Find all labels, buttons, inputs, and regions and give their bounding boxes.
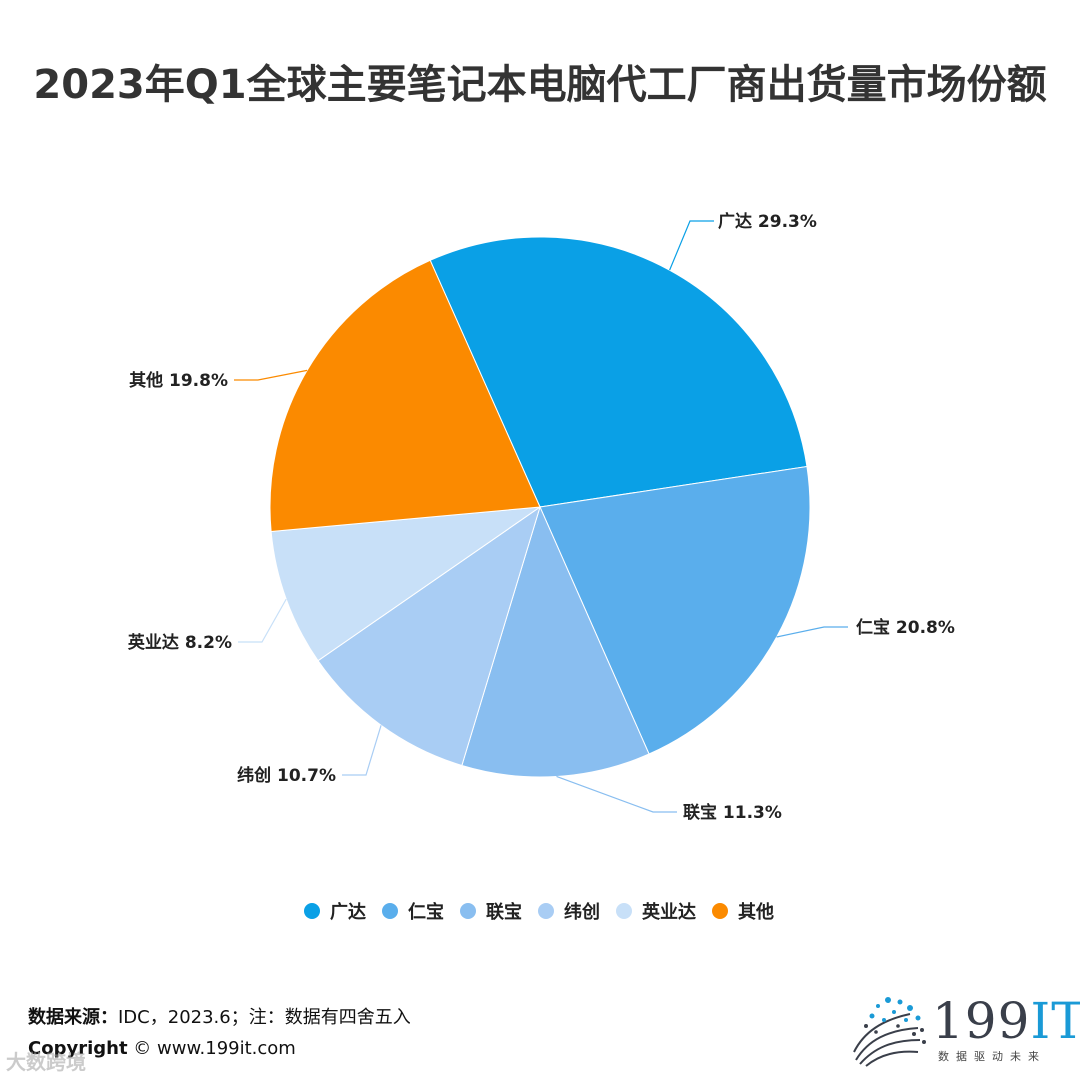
pie-leader-lines — [234, 220, 848, 813]
pie-slice-其他[interactable] — [269, 259, 541, 533]
legend-swatch — [538, 903, 554, 919]
legend-swatch — [460, 903, 476, 919]
source-text: IDC，2023.6；注：数据有四舍五入 — [118, 1007, 411, 1028]
legend-item-仁宝[interactable]: 仁宝 — [382, 898, 444, 924]
legend-item-纬创[interactable]: 纬创 — [538, 898, 600, 924]
legend-label: 英业达 — [642, 902, 696, 923]
chart-legend: 广达 仁宝 联宝 纬创 英业达 其他 — [0, 898, 1080, 924]
dotted-sphere-logo-icon — [853, 997, 926, 1067]
footer-source: 数据来源：IDC，2023.6；注：数据有四舍五入 — [28, 1003, 411, 1029]
leader-line-纬创 — [342, 725, 382, 776]
legend-label: 纬创 — [564, 902, 600, 923]
source-label: 数据来源： — [28, 1007, 118, 1028]
legend-swatch — [304, 903, 320, 919]
legend-item-联宝[interactable]: 联宝 — [460, 898, 522, 924]
copyright-symbol: © — [133, 1038, 152, 1059]
legend-label: 联宝 — [486, 902, 522, 923]
legend-swatch — [616, 903, 632, 919]
leader-line-其他 — [234, 369, 308, 381]
footer-copyright: Copyright © www.199it.com — [28, 1038, 296, 1059]
pie-labels: 广达 29.3% 仁宝 20.8% 联宝 11.3% 纬创 10.7% 英业达 8.2%… — [128, 211, 955, 823]
slice-label-广达: 广达 29.3% — [718, 211, 817, 232]
watermark-text: 大数跨境 — [6, 1050, 86, 1074]
logo-tagline: 数据驱动未来 — [938, 1050, 1046, 1063]
legend-label: 广达 — [330, 902, 366, 923]
pie-slice-联宝[interactable] — [461, 505, 650, 778]
leader-line-英业达 — [238, 598, 287, 643]
legend-label: 仁宝 — [408, 902, 444, 923]
slice-label-英业达: 英业达 8.2% — [128, 632, 232, 653]
brand-logo: 199IT 数据驱动未来 — [848, 990, 1080, 1070]
legend-item-英业达[interactable]: 英业达 — [616, 898, 696, 924]
legend-swatch — [382, 903, 398, 919]
slice-label-仁宝: 仁宝 20.8% — [856, 617, 955, 638]
copyright-site[interactable]: www.199it.com — [157, 1038, 296, 1059]
logo-wordmark: 199IT — [932, 992, 1080, 1050]
legend-label: 其他 — [738, 902, 774, 923]
pie-slice-广达[interactable] — [429, 236, 808, 508]
pie-slice-仁宝[interactable] — [539, 465, 811, 755]
legend-item-其他[interactable]: 其他 — [712, 898, 774, 924]
leader-line-联宝 — [556, 775, 677, 813]
copyright-label: Copyright — [28, 1038, 128, 1059]
legend-item-广达[interactable]: 广达 — [304, 898, 366, 924]
leader-line-广达 — [669, 220, 714, 271]
chart-title: 2023年Q1全球主要笔记本电脑代工厂商出货量市场份额 — [33, 62, 1047, 108]
slice-label-联宝: 联宝 11.3% — [683, 802, 782, 823]
pie-slice-英业达[interactable] — [270, 506, 542, 662]
slice-label-其他: 其他 19.8% — [129, 370, 228, 391]
slice-label-纬创: 纬创 10.7% — [237, 765, 336, 786]
pie-slices — [269, 236, 811, 778]
legend-swatch — [712, 903, 728, 919]
leader-line-仁宝 — [776, 626, 848, 638]
